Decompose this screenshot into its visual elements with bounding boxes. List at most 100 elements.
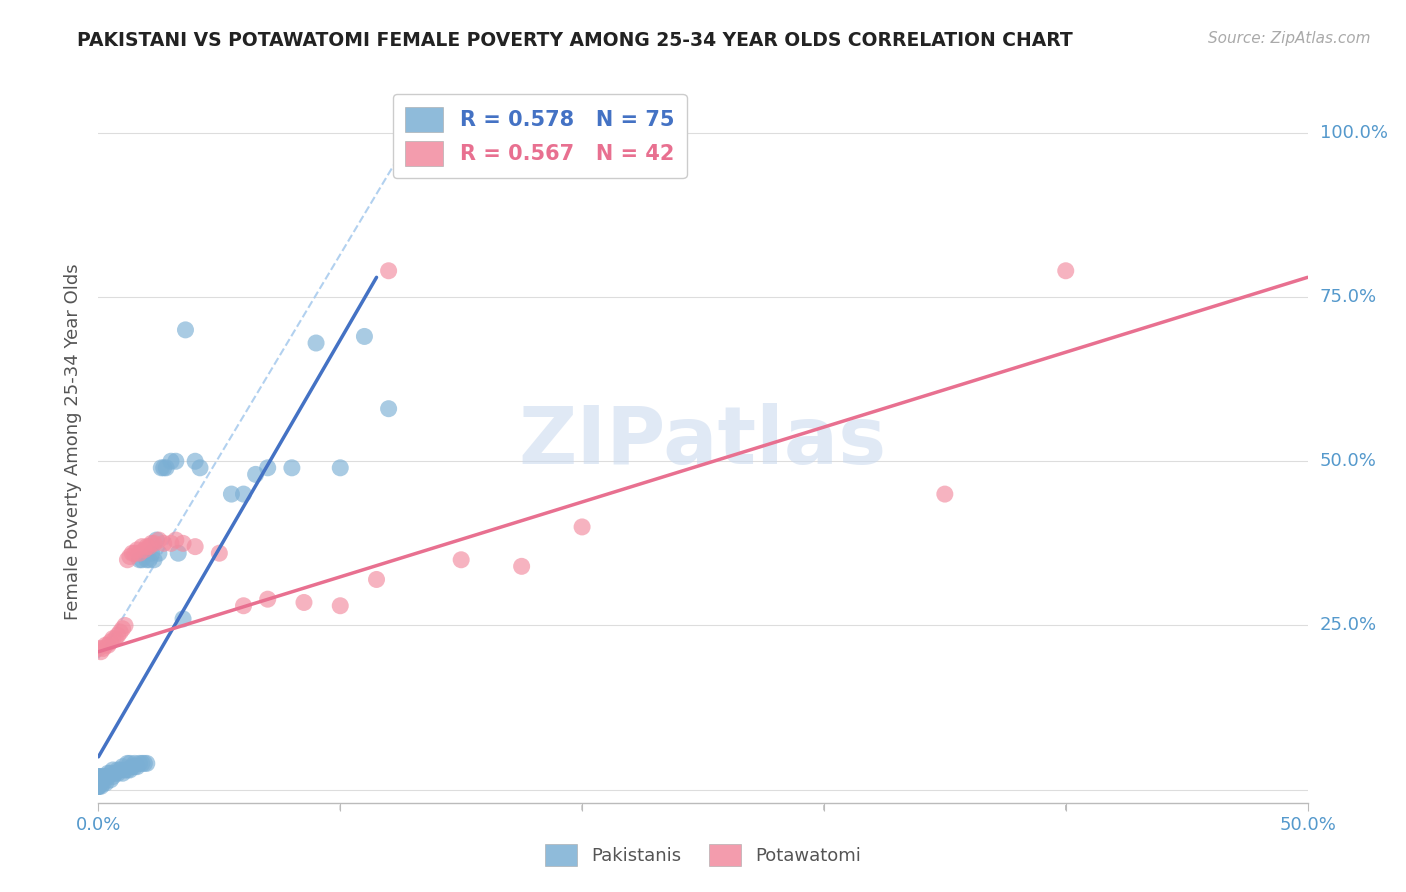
Point xyxy=(165,533,187,547)
Point xyxy=(111,622,134,636)
Point xyxy=(366,573,388,587)
Point xyxy=(87,776,110,790)
Point xyxy=(143,536,166,550)
Point xyxy=(402,145,425,160)
Point xyxy=(87,780,110,794)
Point xyxy=(135,756,157,771)
Point xyxy=(148,533,170,547)
Point xyxy=(91,770,114,784)
Point xyxy=(232,599,254,613)
Point xyxy=(87,780,110,794)
Point xyxy=(160,536,183,550)
Point xyxy=(150,460,173,475)
Point xyxy=(104,632,127,646)
Point xyxy=(87,772,110,787)
Point xyxy=(101,632,124,646)
Y-axis label: Female Poverty Among 25-34 Year Olds: Female Poverty Among 25-34 Year Olds xyxy=(63,263,82,620)
Point xyxy=(152,536,174,550)
Point xyxy=(281,460,304,475)
Point xyxy=(124,546,146,560)
Legend: Pakistanis, Potawatomi: Pakistanis, Potawatomi xyxy=(537,837,869,873)
Point xyxy=(87,641,110,656)
Point xyxy=(1054,264,1077,278)
Point xyxy=(167,546,190,560)
Point xyxy=(94,638,117,652)
Point xyxy=(377,401,399,416)
Point xyxy=(97,770,120,784)
Point xyxy=(87,780,110,794)
Text: ZIPatlas: ZIPatlas xyxy=(519,402,887,481)
Point xyxy=(124,760,146,774)
Point xyxy=(256,592,278,607)
Point xyxy=(91,776,114,790)
Point xyxy=(402,145,425,160)
Point xyxy=(87,770,110,784)
Point xyxy=(117,756,139,771)
Point xyxy=(221,487,243,501)
Point xyxy=(138,540,160,554)
Point xyxy=(114,763,136,777)
Point xyxy=(141,536,163,550)
Point xyxy=(172,612,194,626)
Point xyxy=(97,766,120,780)
Point xyxy=(128,756,150,771)
Point xyxy=(256,460,278,475)
Point xyxy=(97,638,120,652)
Text: Source: ZipAtlas.com: Source: ZipAtlas.com xyxy=(1208,31,1371,46)
Point xyxy=(87,772,110,787)
Point xyxy=(94,770,117,784)
Point xyxy=(510,559,533,574)
Point xyxy=(131,756,153,771)
Point xyxy=(329,460,352,475)
Point xyxy=(118,756,141,771)
Point xyxy=(104,766,127,780)
Point xyxy=(138,553,160,567)
Point xyxy=(292,595,315,609)
Point xyxy=(245,467,267,482)
Point xyxy=(101,763,124,777)
Point xyxy=(87,770,110,784)
Point xyxy=(111,766,134,780)
Point xyxy=(148,546,170,560)
Point xyxy=(934,487,956,501)
Point xyxy=(87,776,110,790)
Point xyxy=(208,546,231,560)
Point xyxy=(134,756,156,771)
Point xyxy=(128,546,150,560)
Point xyxy=(450,553,472,567)
Point xyxy=(353,329,375,343)
Point xyxy=(90,770,112,784)
Text: 50.0%: 50.0% xyxy=(1320,452,1376,470)
Point xyxy=(155,460,177,475)
Point xyxy=(100,635,122,649)
Text: 75.0%: 75.0% xyxy=(1320,288,1376,306)
Point xyxy=(135,540,157,554)
Point xyxy=(87,780,110,794)
Point xyxy=(117,763,139,777)
Point xyxy=(131,540,153,554)
Point xyxy=(145,533,167,547)
Text: 25.0%: 25.0% xyxy=(1320,616,1376,634)
Point xyxy=(111,760,134,774)
Text: 100.0%: 100.0% xyxy=(1320,124,1388,142)
Point xyxy=(91,772,114,787)
Point xyxy=(117,553,139,567)
Point xyxy=(108,625,131,640)
Point xyxy=(90,645,112,659)
Point xyxy=(118,763,141,777)
Point xyxy=(87,776,110,790)
Text: PAKISTANI VS POTAWATOMI FEMALE POVERTY AMONG 25-34 YEAR OLDS CORRELATION CHART: PAKISTANI VS POTAWATOMI FEMALE POVERTY A… xyxy=(77,31,1073,50)
Point xyxy=(377,264,399,278)
Point xyxy=(108,763,131,777)
Point xyxy=(165,454,187,468)
Point xyxy=(107,628,129,642)
Point xyxy=(100,772,122,787)
Point xyxy=(118,549,141,564)
Point xyxy=(91,641,114,656)
Point xyxy=(124,756,146,771)
Point xyxy=(87,776,110,790)
Point xyxy=(100,766,122,780)
Point xyxy=(184,540,207,554)
Point xyxy=(571,520,593,534)
Point xyxy=(329,599,352,613)
